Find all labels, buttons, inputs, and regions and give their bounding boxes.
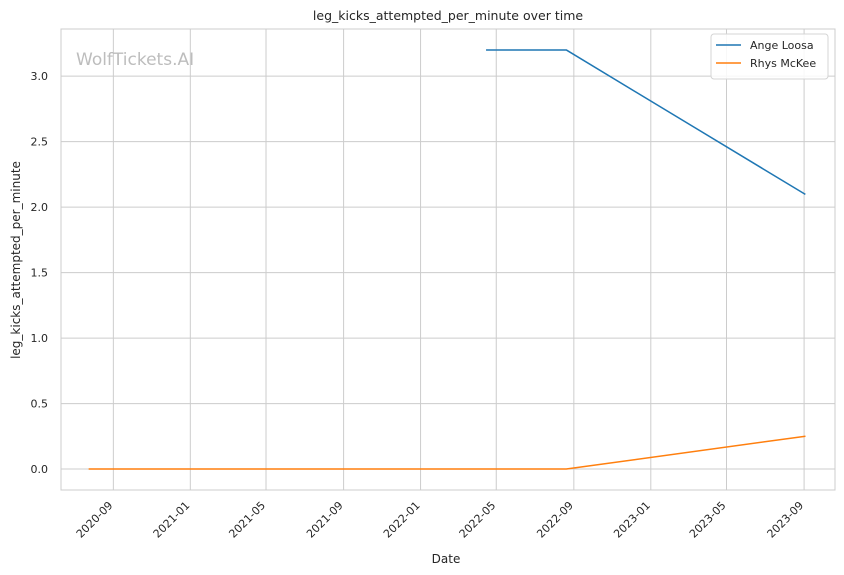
y-tick-label: 3.0 [31,70,49,83]
series-line-ange-loosa [486,49,806,196]
y-tick-label: 0.0 [31,463,49,476]
legend: Ange Loosa Rhys McKee [710,33,829,80]
y-tick-label: 2.0 [31,201,49,214]
legend-label-rhys-mckee: Rhys McKee [750,57,816,70]
series-line-rhys-mckee [88,435,806,470]
x-axis-label: Date [432,552,461,566]
plot-area [61,29,835,490]
y-axis-label: leg_kicks_attempted_per_minute [9,161,23,359]
legend-label-ange-loosa: Ange Loosa [750,39,814,52]
chart-title: leg_kicks_attempted_per_minute over time [313,8,583,23]
plot-frame [60,28,836,491]
y-axis-ticks: 0.0 0.5 1.0 1.5 2.0 2.5 3.0 [31,70,49,476]
y-tick-label: 1.5 [31,267,49,280]
y-tick-label: 1.0 [31,332,49,345]
watermark: WolfTickets.AI [76,50,194,70]
series-layer [88,49,806,470]
y-tick-label: 2.5 [31,136,49,149]
y-tick-label: 0.5 [31,398,49,411]
